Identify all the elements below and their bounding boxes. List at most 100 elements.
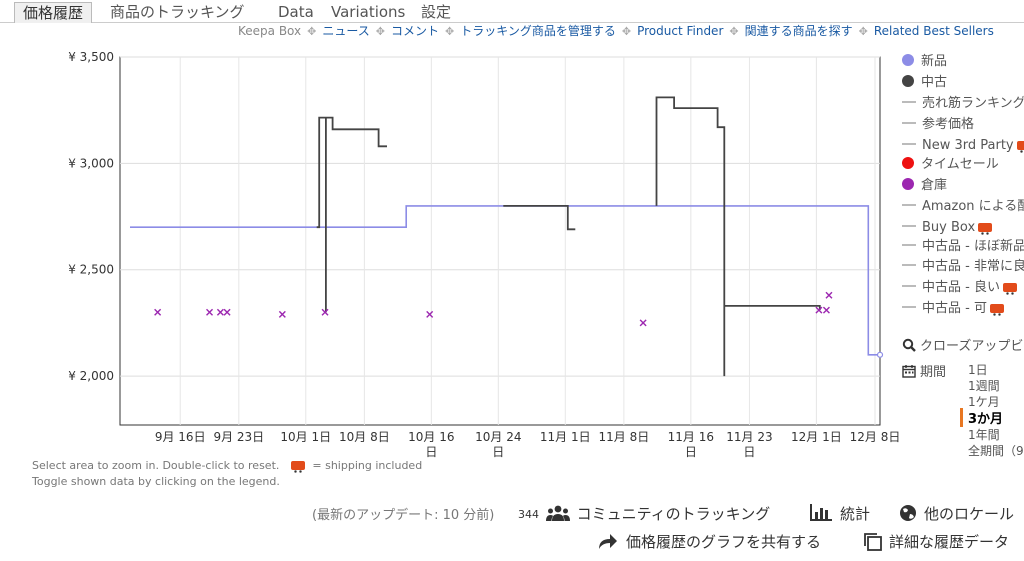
legend-item-used-acceptable[interactable]: 中古品 - 可 [902, 299, 1004, 319]
legend-item-used-very-good[interactable]: 中古品 - 非常に良 [902, 257, 1024, 277]
copy-icon [864, 533, 882, 551]
warehouse-point [822, 306, 830, 314]
warehouse-point [278, 310, 286, 318]
x-tick-label: 10月 8日 [339, 430, 390, 444]
closeup-toggle[interactable]: クローズアップビ [902, 335, 1023, 354]
x-tick-label: 11月 23 [726, 430, 772, 444]
x-tick-label: 10月 1日 [280, 430, 331, 444]
x-tick-label: 9月 23日 [213, 430, 264, 444]
legend-item-fba[interactable]: Amazon による配 [902, 197, 1024, 217]
tab-variations[interactable]: Variations [331, 3, 406, 21]
range-1day[interactable]: 1日 [968, 363, 988, 377]
line-icon [902, 306, 916, 308]
statistics-button[interactable]: 統計 [810, 502, 870, 526]
x-tick-label: 12月 8日 [850, 430, 900, 444]
x-tick-label-2: 日 [743, 445, 755, 459]
circle-icon [902, 178, 914, 190]
link-related-best-sellers[interactable]: Related Best Sellers [873, 24, 994, 38]
range-3months[interactable]: 3か月 [960, 408, 1003, 427]
legend-item-used-like-new[interactable]: 中古品 - ほぼ新品 [902, 237, 1024, 257]
legend-item-list-price[interactable]: 参考価格 [902, 115, 974, 135]
detailed-history-label: 詳細な履歴データ [889, 533, 1010, 551]
calendar-icon [902, 365, 916, 378]
separator-icon: ✥ [621, 25, 632, 38]
share-arrow-icon [599, 534, 617, 549]
link-manage-tracking[interactable]: トラッキング商品を管理する [460, 24, 616, 38]
magnifier-icon [902, 338, 916, 352]
line-icon [902, 225, 916, 227]
tab-settings[interactable]: 設定 [421, 3, 452, 21]
used-price-line [503, 205, 576, 231]
legend-item-warehouse[interactable]: 倉庫 [902, 176, 947, 196]
truck-icon [978, 223, 993, 235]
link-related-products[interactable]: 関連する商品を探す [744, 24, 853, 38]
legend-label: 中古品 - 可 [922, 301, 987, 316]
separator-icon: ✥ [729, 25, 739, 38]
community-tracking-button[interactable]: 344 コミュニティのトラッキング [518, 502, 770, 526]
x-tick-label: 10月 16 [408, 430, 454, 444]
range-1week[interactable]: 1週間 [968, 379, 1000, 393]
x-tick-label-2: 日 [685, 445, 697, 459]
link-comments[interactable]: コメント [390, 24, 439, 38]
zoom-hint-text: Select area to zoom in. Double-click to … [32, 459, 280, 472]
legend-item-new-3rd-party[interactable]: New 3rd Party [902, 136, 1024, 156]
period-label: 期間 [920, 365, 947, 380]
range-all[interactable]: 全期間（9 [968, 444, 1024, 458]
other-locales-label: 他のロケール [924, 505, 1015, 523]
link-news[interactable]: ニュース [322, 24, 370, 38]
top-links: Keepa Box ✥ ニュース ✥ コメント ✥ トラッキング商品を管理する ✥ Produc… [238, 22, 994, 41]
warehouse-point [426, 310, 434, 318]
warehouse-point [216, 308, 224, 316]
legend-item-lightning-deal[interactable]: タイムセール [902, 155, 999, 175]
other-locales-button[interactable]: 他のロケール [899, 502, 1014, 526]
truck-icon [989, 304, 1004, 316]
legend-item-used[interactable]: 中古 [902, 73, 947, 93]
warehouse-point [815, 306, 823, 314]
legend-label: New 3rd Party [922, 138, 1014, 153]
link-product-finder[interactable]: Product Finder [637, 24, 724, 38]
tab-product-tracking[interactable]: 商品のトラッキング [110, 3, 245, 21]
legend-label: 中古 [921, 75, 948, 90]
globe-icon [900, 505, 916, 521]
line-icon [902, 204, 916, 206]
community-label: コミュニティのトラッキング [576, 505, 771, 523]
y-tick-label: ¥ 2,000 [68, 369, 114, 383]
x-tick-label-2: 日 [492, 445, 504, 459]
y-tick-label: ¥ 3,000 [68, 156, 114, 170]
plot-area [119, 56, 881, 426]
legend-label: 倉庫 [921, 178, 948, 193]
line-icon [902, 143, 916, 145]
statistics-label: 統計 [840, 505, 871, 523]
line-icon [902, 122, 916, 124]
legend-item-buy-box[interactable]: Buy Box [902, 218, 993, 238]
range-1year[interactable]: 1年間 [968, 428, 1000, 442]
warehouse-point [154, 308, 162, 316]
tab-bar: 価格履歴 商品のトラッキング Data Variations 設定 [0, 0, 1024, 23]
range-1month[interactable]: 1ケ月 [968, 395, 1000, 409]
bar-chart-icon [810, 504, 832, 521]
line-icon [902, 285, 916, 287]
share-graph-button[interactable]: 価格履歴のグラフを共有する [598, 530, 821, 554]
truck-icon [1002, 283, 1017, 295]
legend-label: 中古品 - 非常に良 [922, 259, 1024, 274]
detailed-history-button[interactable]: 詳細な履歴データ [863, 530, 1009, 554]
tab-price-history[interactable]: 価格履歴 [14, 2, 93, 23]
price-history-chart[interactable]: ¥ 2,000 ¥ 2,500 ¥ 3,000 ¥ 3,500 9月 16日 9月 23日… [0, 40, 900, 500]
legend-label: 新品 [921, 54, 948, 69]
x-tick-label: 11月 16 [668, 430, 714, 444]
warehouse-point [223, 308, 231, 316]
legend-label: 売れ筋ランキング [922, 96, 1024, 111]
legend-item-used-good[interactable]: 中古品 - 良い [902, 278, 1017, 298]
tab-data[interactable]: Data [278, 3, 314, 21]
x-tick-label: 12月 1日 [791, 430, 842, 444]
legend-item-new[interactable]: 新品 [902, 52, 947, 72]
link-keepa-box[interactable]: Keepa Box [238, 24, 302, 38]
legend-label: Buy Box [922, 220, 976, 235]
legend-label: 中古品 - 良い [922, 280, 1000, 295]
legend-item-sales-rank[interactable]: 売れ筋ランキング [902, 94, 1024, 114]
tracking-count: 344 [518, 508, 539, 521]
x-tick-label: 10月 24 [475, 430, 521, 444]
warehouse-point [639, 319, 647, 327]
legend-label: 中古品 - ほぼ新品 [922, 239, 1024, 254]
share-graph-label: 価格履歴のグラフを共有する [626, 533, 822, 551]
